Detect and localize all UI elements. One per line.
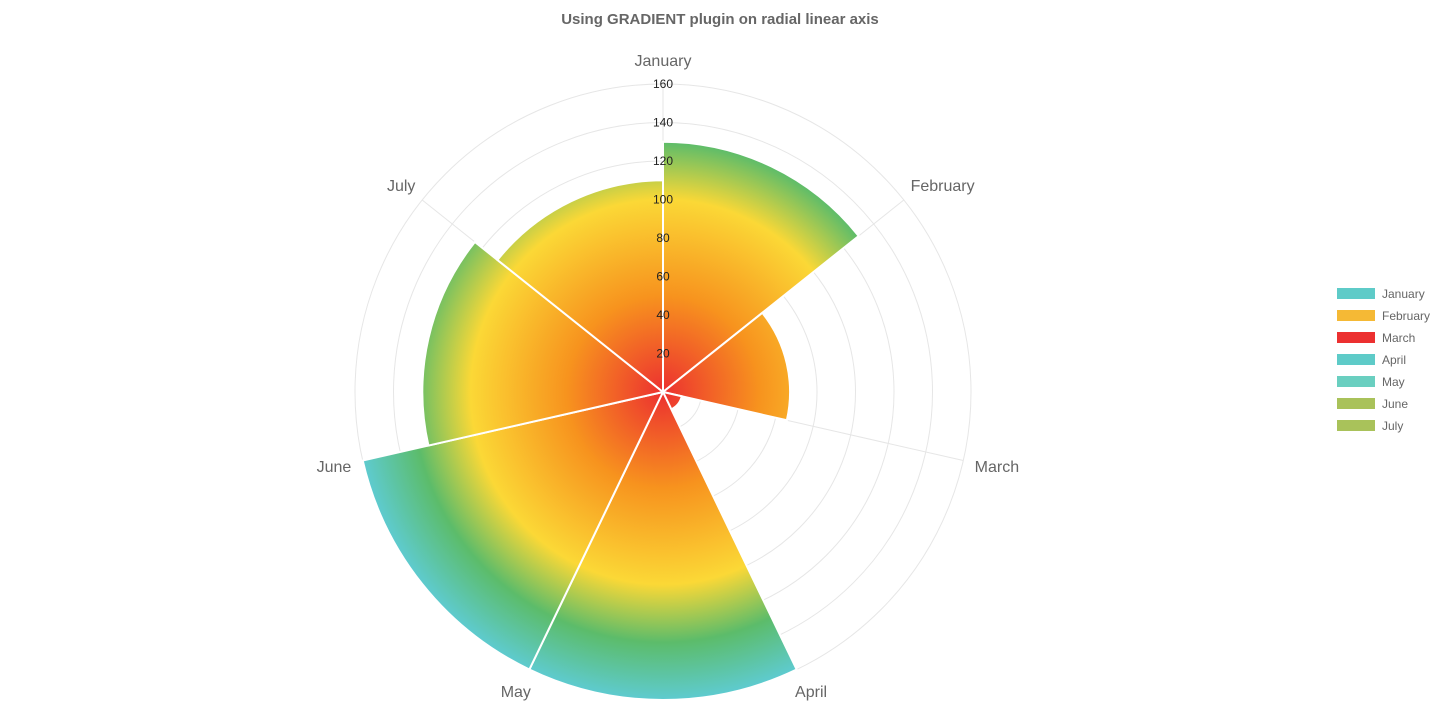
- segment-february[interactable]: [660, 311, 792, 422]
- legend-swatch: [1337, 398, 1375, 409]
- segments: [361, 140, 861, 701]
- legend-swatch: [1337, 332, 1375, 343]
- month-label-july: July: [387, 178, 415, 195]
- legend-label: March: [1382, 331, 1415, 345]
- tick-label-120: 120: [653, 154, 673, 168]
- legend-label: May: [1382, 375, 1405, 389]
- month-label-march: March: [975, 459, 1019, 476]
- tick-label-60: 60: [656, 270, 670, 284]
- legend-item-july[interactable]: July: [1337, 419, 1403, 433]
- month-label-february: February: [911, 178, 975, 195]
- legend: January February March April May June July: [1337, 287, 1430, 433]
- segment-july[interactable]: [496, 179, 664, 395]
- tick-label-80: 80: [656, 231, 670, 245]
- legend-label: July: [1382, 419, 1403, 433]
- legend-item-march[interactable]: March: [1337, 331, 1415, 345]
- legend-label: June: [1382, 397, 1408, 411]
- month-label-january: January: [635, 53, 692, 70]
- legend-label: February: [1382, 309, 1430, 323]
- legend-swatch: [1337, 288, 1375, 299]
- legend-swatch: [1337, 376, 1375, 387]
- month-labels: January February March April May June July: [317, 53, 1020, 701]
- month-label-april: April: [795, 684, 827, 701]
- legend-swatch: [1337, 420, 1375, 431]
- tick-label-140: 140: [653, 116, 673, 130]
- segment-may[interactable]: [361, 390, 665, 671]
- segment-january[interactable]: [662, 140, 861, 395]
- chart-title: Using GRADIENT plugin on radial linear a…: [561, 11, 879, 28]
- legend-item-may[interactable]: May: [1337, 375, 1405, 389]
- legend-swatch: [1337, 354, 1375, 365]
- legend-label: January: [1382, 287, 1425, 301]
- tick-label-100: 100: [653, 193, 673, 207]
- legend-item-april[interactable]: April: [1337, 353, 1406, 367]
- legend-item-february[interactable]: February: [1337, 309, 1430, 323]
- segment-june[interactable]: [421, 240, 666, 447]
- month-label-june: June: [317, 459, 352, 476]
- tick-label-160: 160: [653, 77, 673, 91]
- legend-item-january[interactable]: January: [1337, 287, 1425, 301]
- radial-ticks: 20 40 60 80 100 120 140 160: [653, 77, 673, 361]
- legend-swatch: [1337, 310, 1375, 321]
- month-label-may: May: [501, 684, 531, 701]
- legend-label: April: [1382, 353, 1406, 367]
- tick-label-20: 20: [656, 347, 670, 361]
- tick-label-40: 40: [656, 308, 670, 322]
- segment-april[interactable]: [528, 389, 798, 701]
- legend-item-june[interactable]: June: [1337, 397, 1408, 411]
